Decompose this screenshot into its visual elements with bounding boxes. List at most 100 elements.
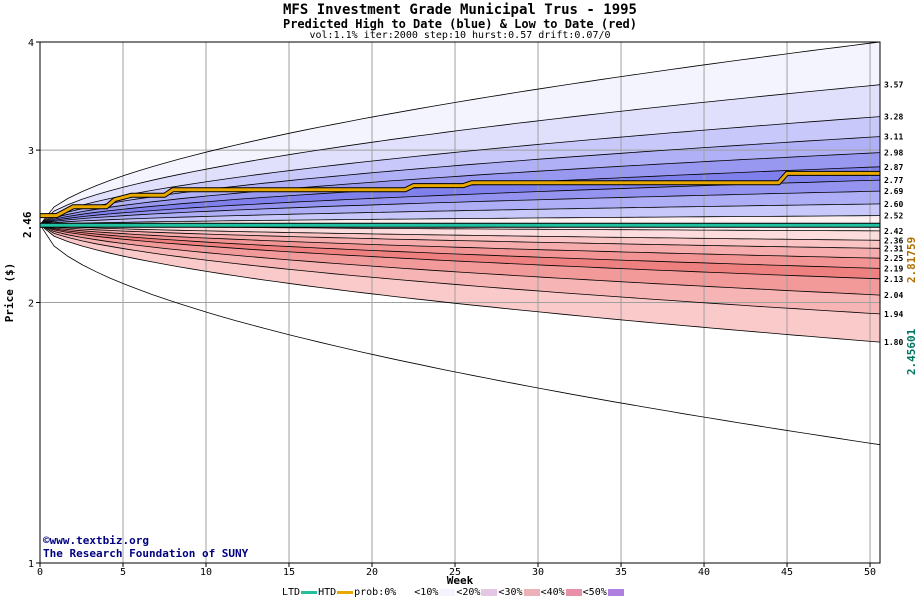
end-value-label: 2.87 (884, 163, 903, 172)
quantile-line (39, 136, 881, 226)
prob-band (40, 224, 880, 296)
quantile-line (39, 41, 881, 225)
x-tick-label: 50 (864, 567, 876, 578)
labels: Week Price ($) 2.46 3.57 3.28 3.11 2.98 2.87 2.7… (3, 81, 918, 587)
legend-swatch-2 (481, 589, 498, 596)
quantile-line (39, 224, 881, 280)
end-value-label: 3.11 (884, 133, 903, 142)
prob-band (40, 224, 880, 314)
y-axis-title: Price ($) (3, 263, 16, 323)
prob-band (40, 224, 880, 445)
end-value-label: 2.52 (884, 212, 903, 221)
x-tick-label: 45 (781, 567, 793, 578)
quantile-line (39, 224, 881, 296)
legend-htd: HTD (318, 587, 337, 598)
x-tick-label: 35 (615, 567, 627, 578)
y-tick-label: 2 (28, 299, 34, 310)
prob-band (40, 152, 880, 225)
chart-title: MFS Investment Grade Municipal Trus - 19… (282, 2, 637, 18)
prob-band (40, 224, 880, 343)
end-value-label: 1.94 (884, 310, 903, 319)
quantile-line (39, 116, 881, 226)
end-value-label: 2.31 (884, 244, 903, 253)
start-price-label: 2.46 (21, 211, 34, 238)
x-tick-label: 5 (120, 567, 126, 578)
htd-line (40, 171, 880, 218)
end-value-label: 3.28 (884, 113, 903, 122)
legend: LTD HTD prob: 0% <10% <20% <30% <40% <50… (282, 587, 625, 598)
x-tick-label: 30 (532, 567, 544, 578)
prob-band (40, 84, 880, 225)
quantile-line (39, 224, 881, 249)
legend-prob: prob: (354, 587, 385, 598)
axes: 0 5 10 15 20 25 30 35 40 45 50 1 2 3 4 (28, 38, 881, 578)
credit-site[interactable]: ©www.textbiz.org (43, 534, 149, 547)
prob-band (40, 224, 880, 279)
legend-item-1: <10% (414, 587, 439, 598)
y-tick-label: 4 (28, 38, 34, 49)
prob-band (40, 224, 880, 249)
end-value-label: 2.98 (884, 149, 903, 158)
prob-band (40, 224, 880, 241)
x-tick-label: 20 (366, 567, 378, 578)
legend-item-3: <30% (498, 587, 523, 598)
x-tick-label: 15 (283, 567, 295, 578)
end-value-label: 3.57 (884, 81, 903, 90)
prob-band (40, 136, 880, 225)
prob-band (40, 203, 880, 225)
y-tick-label: 3 (28, 146, 34, 157)
legend-item-5: <50% (582, 587, 607, 598)
legend-htd-swatch (337, 591, 354, 594)
chart-subtitle: Predicted High to Date (blue) & Low to D… (282, 17, 637, 31)
quantile-line (39, 224, 881, 343)
legend-swatch-3 (523, 589, 540, 596)
prob-band (40, 224, 880, 269)
legend-swatch-4 (565, 589, 582, 596)
end-value-label: 2.19 (884, 264, 903, 273)
legend-swatch-1 (439, 589, 456, 596)
quantile-line (39, 224, 881, 259)
end-value-label: 2.13 (884, 275, 903, 284)
legend-item-4: <40% (540, 587, 565, 598)
x-axis-title: Week (447, 574, 474, 587)
legend-ltd-swatch (301, 591, 318, 594)
legend-swatch-0 (397, 589, 414, 596)
quantile-line (39, 203, 881, 226)
chart-params: vol:1.1% iter:2000 step:10 hurst:0.57 dr… (309, 30, 611, 41)
end-value-label: 2.77 (884, 176, 903, 185)
prob-band (40, 224, 880, 259)
x-tick-label: 10 (200, 567, 212, 578)
quantile-lines (39, 41, 881, 446)
legend-ltd: LTD (282, 587, 301, 598)
y-tick-label: 1 (28, 559, 34, 570)
end-value-label: 1.80 (884, 338, 903, 347)
legend-item-0: 0% (384, 587, 397, 598)
prob-band (40, 191, 880, 225)
series (40, 170, 880, 228)
quantile-line (39, 224, 881, 315)
prob-band (40, 42, 880, 225)
quantile-line (39, 224, 881, 241)
end-value-label: 2.42 (884, 227, 903, 236)
x-tick-label: 40 (698, 567, 710, 578)
end-value-label: 2.36 (884, 236, 903, 245)
legend-item-2: <20% (456, 587, 481, 598)
credit-org: The Research Foundation of SUNY (43, 547, 249, 560)
quantile-line (39, 84, 881, 225)
quantile-line (39, 152, 881, 226)
prob-band (40, 180, 880, 225)
end-value-label: 2.04 (884, 291, 903, 300)
x-tick-label: 25 (449, 567, 461, 578)
prob-band (40, 116, 880, 225)
quantile-line (39, 215, 881, 226)
legend-swatch-5 (607, 589, 624, 596)
end-value-label: 2.60 (884, 200, 903, 209)
title-block: MFS Investment Grade Municipal Trus - 19… (0, 3, 920, 41)
grid (40, 41, 880, 564)
end-value-label: 2.69 (884, 187, 903, 196)
quantile-line (39, 190, 881, 226)
quantile-line (39, 224, 881, 446)
ltd-value-label: 2.45601 (905, 328, 918, 375)
htd-value-label: 2.81759 (905, 237, 918, 283)
